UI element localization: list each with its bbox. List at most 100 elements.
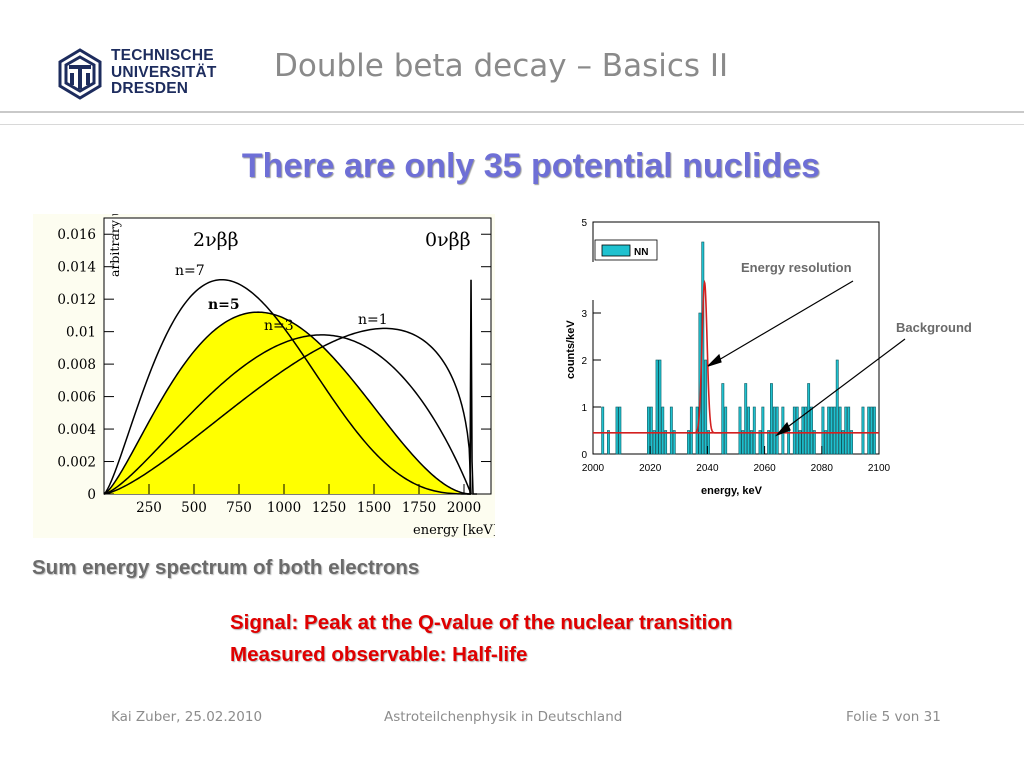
histogram-bar (741, 430, 745, 455)
histogram-bar (827, 406, 831, 455)
histogram-bar (804, 406, 808, 455)
arrow-background (780, 338, 906, 433)
x-tick-label: 1000 (267, 500, 301, 516)
y-axis-label: arbitrary units (107, 214, 122, 277)
histogram-bar (795, 406, 799, 455)
slide-heading: There are only 35 potential nuclides (241, 147, 821, 185)
y-tick-label: 0.014 (57, 260, 96, 276)
histogram-bar (844, 406, 848, 455)
histogram-bar (689, 406, 693, 455)
signal-statement: Signal: Peak at the Q-value of the nucle… (230, 611, 733, 634)
histogram-bar (775, 406, 779, 455)
y-axis-label: counts/keV (565, 320, 577, 379)
histogram-bar (672, 430, 676, 455)
zero-nu-peak (467, 279, 478, 495)
histogram-bar (758, 430, 762, 455)
arrow-energy-resolution (711, 280, 854, 365)
x-axis-label: energy [keV] (413, 523, 495, 538)
slide-title: Double beta decay – Basics II (274, 48, 729, 84)
histogram-bar (761, 406, 765, 455)
tu-dresden-logo-icon (58, 48, 102, 100)
curve-n=7 (103, 278, 472, 495)
counts-histogram-chart: 0 1 2 3 5 2000 2020 2040 2060 2080 2100 NN counts… (565, 218, 972, 497)
histogram-bar (850, 430, 853, 455)
y-tick-label: 2 (581, 356, 587, 367)
logo-line: UNIVERSITÄT (111, 63, 217, 81)
y-tick-label: 1 (581, 403, 587, 414)
logo-line: DRESDEN (111, 80, 189, 97)
x-tick-label: 1500 (357, 500, 391, 516)
histogram-bar (661, 406, 665, 455)
footer-event: Astroteilchenphysik in Deutschland (384, 709, 623, 725)
y-tick-label: 0.008 (57, 357, 96, 373)
histogram-bar (830, 406, 833, 455)
histogram-bar (807, 383, 811, 455)
histogram-bar (704, 359, 708, 455)
y-tick-label: 3 (581, 309, 587, 320)
histogram-bar (767, 430, 771, 455)
x-tick-label: 1750 (402, 500, 436, 516)
x-tick-label: 2040 (696, 463, 719, 474)
histogram-bar (798, 430, 802, 455)
histogram-bar (752, 406, 756, 455)
histogram-bar (664, 430, 668, 455)
histogram-bar (787, 430, 791, 455)
curve-n=1 (103, 327, 472, 495)
series-label-n7: n=7 (175, 263, 205, 279)
signal-peak-curve (687, 279, 722, 434)
y-tick-label: 0 (581, 450, 587, 461)
histogram-bar (606, 430, 610, 455)
histogram-bar (707, 430, 710, 455)
x-tick-label: 500 (181, 500, 207, 516)
legend-swatch (601, 244, 631, 257)
y-tick-label: 0.006 (57, 390, 96, 406)
x-tick-label: 750 (226, 500, 252, 516)
annotation-0vbb: 0νββ (425, 229, 471, 251)
x-tick-label: 2100 (868, 463, 891, 474)
histogram-bar (821, 406, 825, 455)
histogram-bar (724, 406, 728, 455)
histogram-bar (721, 383, 725, 455)
y-tick-label: 0.016 (57, 227, 96, 243)
y-tick-label: 0 (87, 487, 96, 503)
arrow-head (775, 421, 791, 437)
series-label-n5: n=5 (208, 297, 240, 313)
arrow-head (707, 353, 722, 367)
x-tick-label: 2060 (753, 463, 776, 474)
chart-caption: Sum energy spectrum of both electrons (32, 556, 420, 579)
histogram-bar (669, 406, 673, 455)
x-axis-label: energy, keV (701, 485, 763, 497)
histogram-bar (867, 406, 871, 455)
series-label-n3: n=3 (264, 318, 294, 334)
y-tick-label: 0.01 (66, 325, 96, 341)
double-beta-spectrum-chart: 0 0.002 0.004 0.006 0.008 0.01 0.012 0.014 0.016… (33, 214, 495, 538)
y-tick-label: 0.004 (57, 422, 96, 438)
histogram-bar (847, 406, 851, 455)
histogram-bar (618, 406, 622, 455)
curve-n=3 (103, 334, 472, 495)
histogram-bar (652, 430, 656, 455)
axis-break (586, 262, 600, 300)
histogram-bar (747, 406, 751, 455)
histogram-bar (861, 406, 865, 455)
series-label-n1: n=1 (358, 312, 388, 328)
legend: NN (594, 239, 658, 261)
x-tick-label: 2080 (811, 463, 834, 474)
histogram-bar (658, 359, 662, 455)
annotation-2vbb: 2νββ (193, 229, 239, 251)
footer-page-number: Folie 5 von 31 (846, 709, 941, 725)
histogram-bar (655, 359, 659, 455)
x-tick-label: 2000 (447, 500, 481, 516)
observable-statement: Measured observable: Half-life (230, 643, 528, 666)
histogram-bar (738, 406, 742, 455)
histogram-bar (832, 406, 836, 455)
histogram-bar (687, 430, 690, 455)
header-divider (0, 111, 1024, 113)
x-tick-label: 250 (136, 500, 162, 516)
histogram-bar (615, 406, 619, 455)
y-tick-label: 0.012 (57, 292, 96, 308)
histogram-bar (824, 430, 828, 455)
curve-n=5 (103, 311, 472, 495)
histogram-bar (772, 406, 776, 455)
annotation-background: Background (896, 320, 972, 335)
